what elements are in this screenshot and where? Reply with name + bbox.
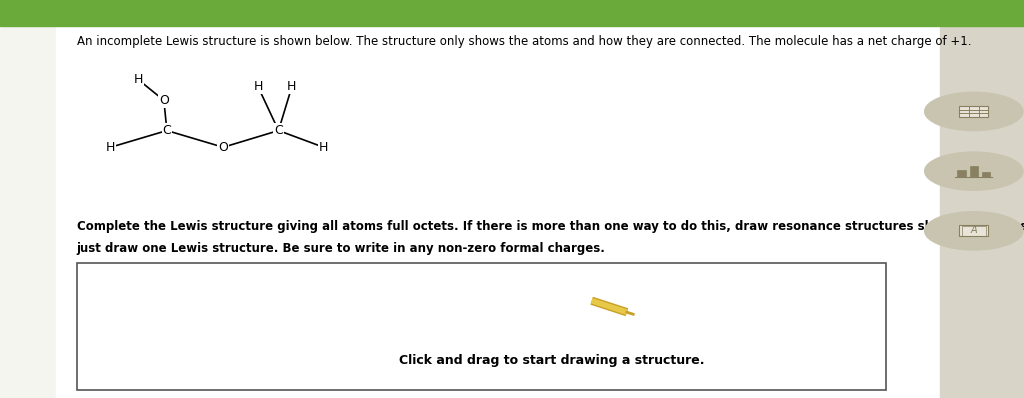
Text: just draw one Lewis structure. Be sure to write in any non-zero formal charges.: just draw one Lewis structure. Be sure t… [77, 242, 605, 255]
Circle shape [925, 212, 1023, 250]
Bar [56, 0, 942, 398]
Text: O: O [218, 141, 228, 154]
Bar [77, 263, 886, 390]
Bar [982, 172, 990, 177]
Bar [959, 106, 988, 117]
Text: H: H [105, 141, 116, 154]
Text: H: H [253, 80, 263, 93]
Text: An incomplete Lewis structure is shown below. The structure only shows the atoms: An incomplete Lewis structure is shown b… [77, 35, 972, 48]
Bar [957, 170, 966, 177]
Text: C: C [274, 124, 283, 137]
Text: O: O [159, 94, 169, 107]
Bar [970, 166, 978, 177]
Bar [962, 226, 986, 236]
Circle shape [925, 92, 1023, 131]
Text: A: A [971, 225, 977, 235]
Circle shape [925, 152, 1023, 190]
Bar [940, 26, 1024, 398]
Text: H: H [287, 80, 297, 93]
Bar [959, 225, 988, 236]
Bar [0, 0, 1024, 26]
Text: Click and drag to start drawing a structure.: Click and drag to start drawing a struct… [399, 354, 705, 367]
Text: H: H [318, 141, 329, 154]
Text: Complete the Lewis structure giving all atoms full octets. If there is more than: Complete the Lewis structure giving all … [77, 220, 1024, 233]
Text: H: H [133, 73, 143, 86]
Text: C: C [163, 124, 171, 137]
